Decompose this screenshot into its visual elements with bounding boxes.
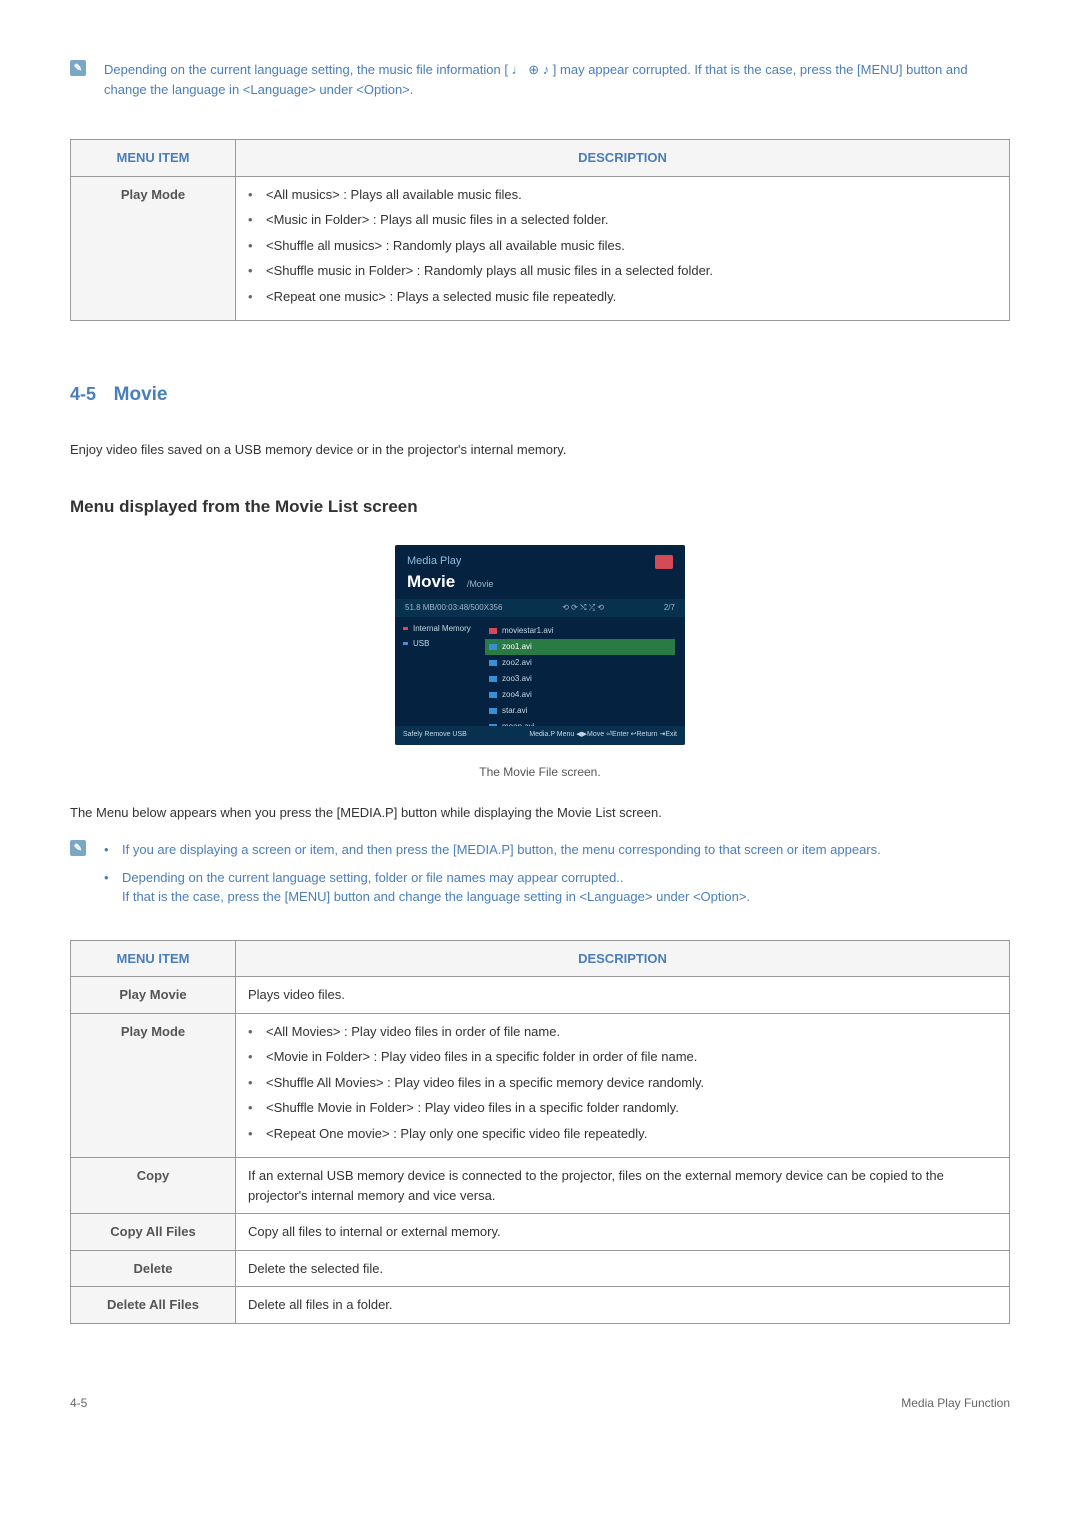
shot-title: Movie <box>407 569 455 595</box>
file-item: zoo4.avi <box>485 687 675 703</box>
list-item: <Repeat One movie> : Play only one speci… <box>248 1124 997 1144</box>
movie-menu-table: MENU ITEM DESCRIPTION Play Movie Plays v… <box>70 940 1010 1324</box>
cell-description: Copy all files to internal or external m… <box>236 1214 1010 1251</box>
movie-screenshot-wrap: Media Play Movie /Movie 51.8 MB/00:03:48… <box>70 545 1010 745</box>
file-item: zoo2.avi <box>485 655 675 671</box>
list-item: <Repeat one music> : Plays a selected mu… <box>248 287 997 307</box>
note-text: Depending on the current language settin… <box>104 60 1010 99</box>
note-list-item: If you are displaying a screen or item, … <box>104 840 1010 860</box>
shot-bar-right: 2/7 <box>664 602 675 614</box>
table-row: Play Movie Plays video files. <box>71 977 1010 1014</box>
shot-bar-left: 51.8 MB/00:03:48/500X356 <box>405 602 502 614</box>
subheading: Menu displayed from the Movie List scree… <box>70 494 1010 520</box>
film-icon <box>655 555 673 569</box>
section-number: 4-5 <box>70 384 96 404</box>
cell-description: Plays video files. <box>236 977 1010 1014</box>
cell-menu-item: Play Mode <box>71 1013 236 1158</box>
th-description: DESCRIPTION <box>236 140 1010 177</box>
cell-menu-item: Delete All Files <box>71 1287 236 1324</box>
sidebar-item: USB <box>403 638 477 650</box>
body-after-shot: The Menu below appears when you press th… <box>70 803 1010 823</box>
list-item: <Music in Folder> : Plays all music file… <box>248 210 997 230</box>
file-item: star.avi <box>485 703 675 719</box>
section-intro: Enjoy video files saved on a USB memory … <box>70 440 1010 460</box>
file-item-selected: zoo1.avi <box>485 639 675 655</box>
table-row: Copy All Files Copy all files to interna… <box>71 1214 1010 1251</box>
cell-menu-item: Delete <box>71 1250 236 1287</box>
table-row: Delete All Files Delete all files in a f… <box>71 1287 1010 1324</box>
list-item: <Shuffle music in Folder> : Randomly pla… <box>248 261 997 281</box>
movie-screenshot: Media Play Movie /Movie 51.8 MB/00:03:48… <box>395 545 685 745</box>
note-list-item: Depending on the current language settin… <box>104 868 1010 907</box>
table-row: Play Mode <All Movies> : Play video file… <box>71 1013 1010 1158</box>
file-item: moviestar1.avi <box>485 623 675 639</box>
file-item: zoo3.avi <box>485 671 675 687</box>
footer-left: 4-5 <box>70 1394 87 1412</box>
table-row: Copy If an external USB memory device is… <box>71 1158 1010 1214</box>
shot-info-bar: 51.8 MB/00:03:48/500X356 ⟲ ⟳ ⤭ ⤮ ⟲ 2/7 <box>395 599 685 617</box>
section-heading: 4-5 Movie <box>70 381 1010 410</box>
shot-caption: The Movie File screen. <box>70 763 1010 781</box>
shot-sidebar: Internal Memory USB <box>395 617 485 727</box>
list-item: <All Movies> : Play video files in order… <box>248 1022 997 1042</box>
list-item: <Shuffle All Movies> : Play video files … <box>248 1073 997 1093</box>
cell-description: <All musics> : Plays all available music… <box>236 176 1010 321</box>
list-item: <Shuffle Movie in Folder> : Play video f… <box>248 1098 997 1118</box>
cell-menu-item: Play Mode <box>71 176 236 321</box>
th-menu-item: MENU ITEM <box>71 940 236 977</box>
shot-body: Internal Memory USB moviestar1.avi zoo1.… <box>395 617 685 727</box>
cell-description: If an external USB memory device is conn… <box>236 1158 1010 1214</box>
note-list: If you are displaying a screen or item, … <box>104 840 1010 915</box>
note-icon: ✎ <box>70 60 86 76</box>
cell-description: Delete the selected file. <box>236 1250 1010 1287</box>
shot-media-label: Media Play <box>407 553 673 570</box>
th-description: DESCRIPTION <box>236 940 1010 977</box>
play-mode-music-table: MENU ITEM DESCRIPTION Play Mode <All mus… <box>70 139 1010 321</box>
shot-footer-left: Safely Remove USB <box>403 730 467 741</box>
list-item: <Shuffle all musics> : Randomly plays al… <box>248 236 997 256</box>
shot-footer: Safely Remove USB Media.P Menu ◀▶Move ⏎E… <box>395 726 685 745</box>
cell-menu-item: Copy All Files <box>71 1214 236 1251</box>
table-row: Delete Delete the selected file. <box>71 1250 1010 1287</box>
bullet-list: <All Movies> : Play video files in order… <box>248 1022 997 1144</box>
list-item: <All musics> : Plays all available music… <box>248 185 997 205</box>
shot-path: /Movie <box>467 579 494 589</box>
note-media-p: ✎ If you are displaying a screen or item… <box>70 840 1010 915</box>
sidebar-item: Internal Memory <box>403 623 477 635</box>
footer-right: Media Play Function <box>901 1394 1010 1412</box>
table-row: Play Mode <All musics> : Plays all avail… <box>71 176 1010 321</box>
shot-file-list: moviestar1.avi zoo1.avi zoo2.avi zoo3.av… <box>485 617 685 727</box>
cell-description: Delete all files in a folder. <box>236 1287 1010 1324</box>
note-icon: ✎ <box>70 840 86 856</box>
note-music-corrupted: ✎ Depending on the current language sett… <box>70 60 1010 99</box>
section-title: Movie <box>114 384 168 405</box>
shot-bar-icons: ⟲ ⟳ ⤭ ⤮ ⟲ <box>562 602 604 614</box>
list-item: <Movie in Folder> : Play video files in … <box>248 1047 997 1067</box>
shot-footer-right: Media.P Menu ◀▶Move ⏎Enter ↩Return ⇥Exit <box>529 730 677 741</box>
shot-header: Media Play Movie /Movie <box>395 545 685 599</box>
cell-menu-item: Copy <box>71 1158 236 1214</box>
page-footer: 4-5 Media Play Function <box>70 1384 1010 1412</box>
th-menu-item: MENU ITEM <box>71 140 236 177</box>
cell-menu-item: Play Movie <box>71 977 236 1014</box>
bullet-list: <All musics> : Plays all available music… <box>248 185 997 307</box>
cell-description: <All Movies> : Play video files in order… <box>236 1013 1010 1158</box>
